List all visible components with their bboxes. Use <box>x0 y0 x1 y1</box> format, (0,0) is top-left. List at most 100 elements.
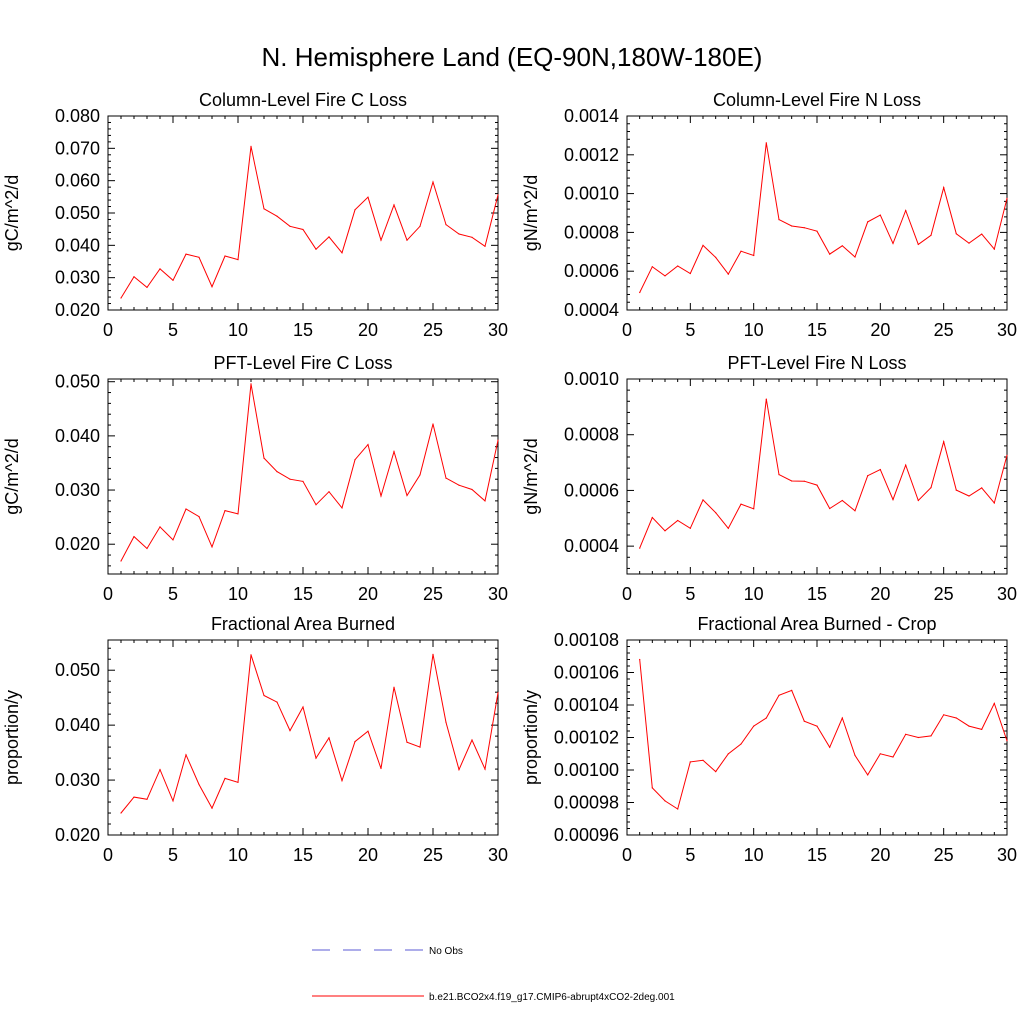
x-tick-label: 25 <box>934 320 954 340</box>
x-tick-label: 20 <box>870 845 890 865</box>
data-point <box>406 239 408 241</box>
data-point <box>354 459 356 461</box>
series-line <box>639 399 1008 549</box>
data-point <box>445 224 447 226</box>
data-point <box>816 230 818 232</box>
y-tick-label: 0.00102 <box>554 728 619 748</box>
y-tick-label: 0.0006 <box>564 480 619 500</box>
chart-panel-6: Fractional Area Burned - Crop proportion/… <box>521 614 1017 865</box>
data-point <box>740 250 742 252</box>
y-tick-label: 0.0008 <box>564 222 619 242</box>
y-tick-label: 0.00104 <box>554 695 619 715</box>
data-point <box>829 253 831 255</box>
data-point <box>930 735 932 737</box>
y-tick-label: 0.00108 <box>554 630 619 650</box>
x-tick-label: 25 <box>423 845 443 865</box>
x-tick-label: 30 <box>997 845 1017 865</box>
data-point <box>791 689 793 692</box>
y-axis-label: gN/m^2/d <box>521 438 541 514</box>
data-point <box>727 753 729 755</box>
data-point <box>198 256 200 258</box>
data-point <box>879 468 881 471</box>
data-point <box>341 507 343 509</box>
data-point <box>917 736 919 739</box>
data-point <box>955 233 957 235</box>
y-tick-label: 0.020 <box>55 825 100 845</box>
data-point <box>302 480 304 482</box>
plot-frame <box>107 378 499 575</box>
data-point <box>765 398 767 400</box>
data-point <box>146 286 148 288</box>
data-point <box>250 383 252 385</box>
data-point <box>639 658 641 661</box>
data-point <box>753 725 755 727</box>
data-point <box>315 757 317 759</box>
data-point <box>497 439 499 441</box>
data-point <box>133 796 135 798</box>
data-point <box>367 730 369 732</box>
x-tick-label: 30 <box>488 320 508 340</box>
data-point <box>803 720 805 722</box>
data-point <box>689 761 691 763</box>
data-point <box>955 717 957 719</box>
data-point <box>867 221 869 223</box>
y-tick-label: 0.0004 <box>564 300 619 320</box>
data-point <box>328 236 330 238</box>
y-tick-label: 0.0014 <box>564 106 619 126</box>
data-point <box>354 741 356 743</box>
data-point <box>302 228 304 231</box>
chart-panel-5: Fractional Area Burned proportion/y 0 5 10 15… <box>2 614 508 865</box>
x-tick-label: 10 <box>744 845 764 865</box>
data-point <box>445 477 447 479</box>
data-point <box>120 812 122 814</box>
figure-title: N. Hemisphere Land (EQ-90N,180W-180E) <box>262 42 763 72</box>
data-point <box>393 686 395 688</box>
data-point <box>471 236 473 238</box>
data-point <box>943 187 945 189</box>
data-point <box>816 725 818 727</box>
data-point <box>263 208 265 210</box>
y-axis-label: gN/m^2/d <box>521 175 541 251</box>
chart-panel-1: Column-Level Fire C Loss gC/m^2/d 0 5 10 15 20… <box>2 90 508 340</box>
x-tick-label: 20 <box>358 845 378 865</box>
chart-title: PFT-Level Fire N Loss <box>727 353 906 373</box>
data-point <box>393 451 395 453</box>
data-point <box>677 265 679 267</box>
data-point <box>458 484 460 486</box>
data-point <box>159 769 161 771</box>
data-point <box>740 743 742 745</box>
y-tick-label: 0.00098 <box>554 793 619 813</box>
data-point <box>120 297 122 299</box>
chart-panel-2: Column-Level Fire N Loss gN/m^2/d 0 5 10 15 20… <box>521 90 1017 340</box>
data-point <box>993 702 995 705</box>
y-tick-label: 0.0006 <box>564 261 619 281</box>
data-point <box>689 272 691 275</box>
x-tick-label: 30 <box>997 584 1017 604</box>
data-point <box>651 516 653 519</box>
y-tick-label: 0.0004 <box>564 536 619 556</box>
y-tick-label: 0.050 <box>55 660 100 680</box>
x-tick-label: 15 <box>807 320 827 340</box>
plot-frame <box>107 639 499 836</box>
chart-panels: Column-Level Fire C Loss gC/m^2/d 0 5 10 15 20… <box>2 90 1017 865</box>
y-tick-label: 0.030 <box>55 770 100 790</box>
data-point <box>380 495 382 497</box>
data-point <box>677 808 679 810</box>
data-point <box>380 239 382 241</box>
data-point <box>854 256 856 258</box>
x-tick-label: 0 <box>622 584 632 604</box>
data-point <box>829 507 831 510</box>
plot-frame <box>107 115 499 311</box>
data-point <box>702 759 704 761</box>
x-tick-label: 5 <box>685 584 695 604</box>
data-point <box>458 233 460 235</box>
y-tick-label: 0.040 <box>55 235 100 255</box>
x-tick-label: 20 <box>358 320 378 340</box>
x-tick-label: 10 <box>744 320 764 340</box>
data-point <box>715 256 717 258</box>
data-point <box>841 245 843 247</box>
series-line <box>639 659 1008 810</box>
series-line <box>120 146 499 299</box>
data-point <box>289 478 291 480</box>
data-point <box>276 701 278 703</box>
